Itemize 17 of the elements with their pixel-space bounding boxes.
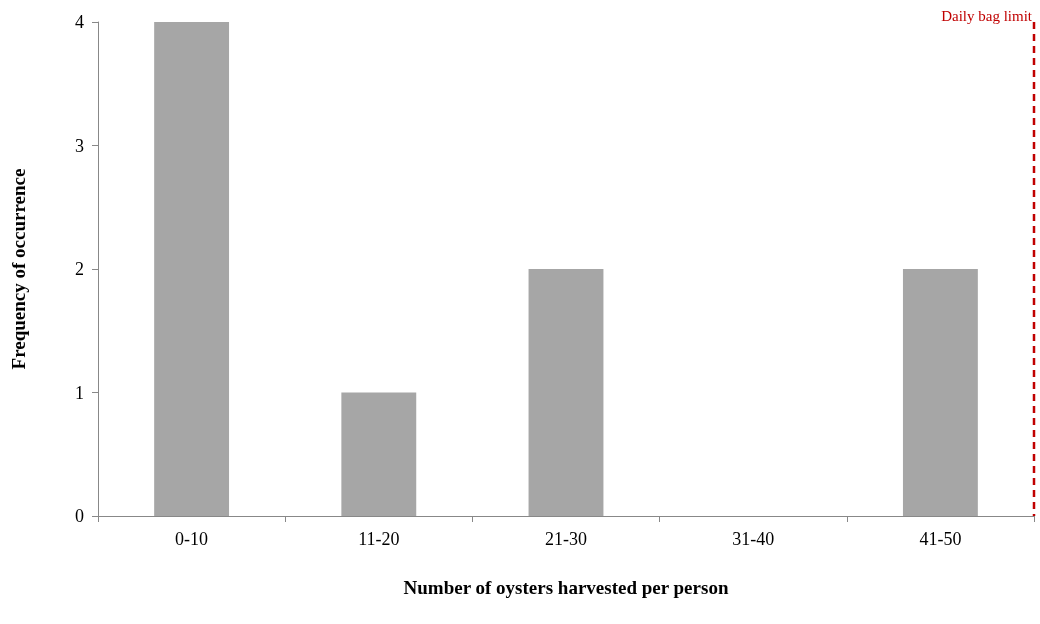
y-tick-label: 4 <box>75 12 84 32</box>
bar <box>528 269 604 516</box>
bar <box>341 392 417 516</box>
x-tick-label: 21-30 <box>545 529 587 549</box>
bar <box>154 22 230 516</box>
annotation: Daily bag limit <box>941 7 1033 24</box>
y-tick-label: 2 <box>75 259 84 279</box>
x-tick-label: 31-40 <box>732 529 775 549</box>
x-axis-title: Number of oysters harvested per person <box>403 577 729 598</box>
y-tick-label: 1 <box>75 382 84 403</box>
y-tick-label: 0 <box>75 506 84 526</box>
bar <box>902 269 978 516</box>
y-tick-label: 3 <box>75 135 84 156</box>
x-tick-label: 11-20 <box>358 529 400 549</box>
x-tick-label: 0-10 <box>175 529 209 549</box>
x-tick-label: 41-50 <box>919 529 962 549</box>
y-axis-title: Frequency of occurrence <box>8 168 29 370</box>
